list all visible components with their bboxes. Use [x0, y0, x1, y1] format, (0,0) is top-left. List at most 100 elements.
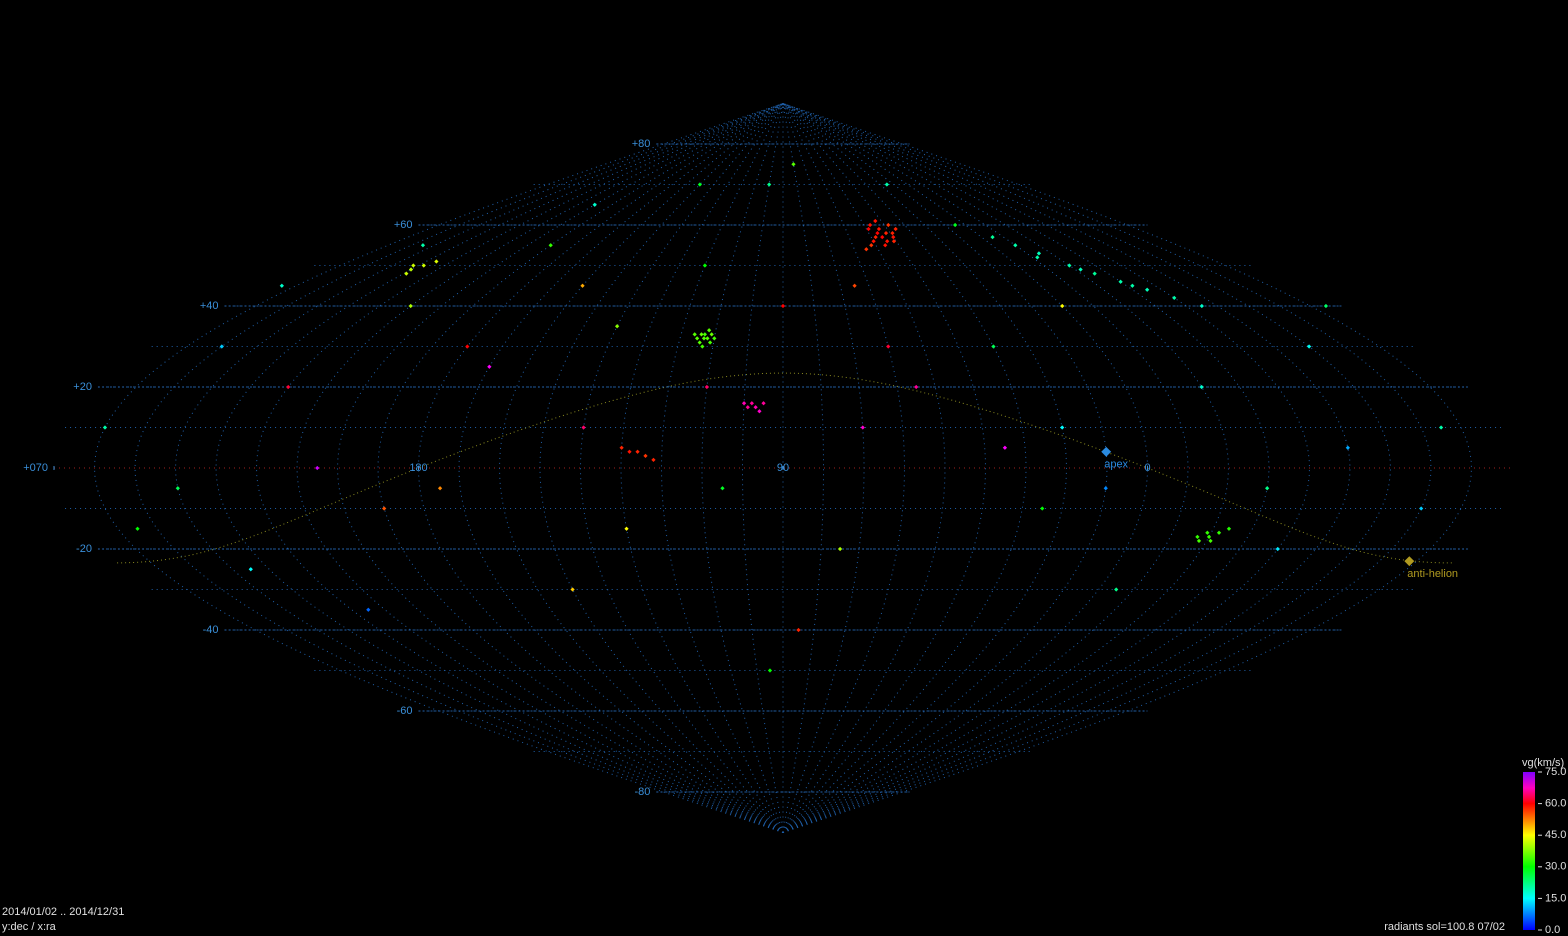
meridian	[620, 103, 784, 833]
radiant	[420, 243, 426, 248]
radiant	[837, 546, 843, 552]
radiant	[548, 243, 553, 248]
radiant	[592, 202, 597, 207]
radiant	[1092, 271, 1097, 276]
meridian	[782, 103, 1068, 833]
dec-tick-label: -80	[635, 786, 651, 798]
radiant	[699, 332, 704, 337]
radiant	[1419, 506, 1424, 511]
radiant	[1040, 506, 1045, 511]
radiant	[404, 271, 409, 276]
colorbar-title: vg(km/s)	[1522, 757, 1564, 769]
radiant	[883, 243, 888, 248]
radiant	[366, 607, 371, 612]
date-range: 2014/01/02 .. 2014/12/31	[2, 906, 124, 918]
radiant	[692, 332, 697, 337]
radiant	[1265, 486, 1270, 491]
meridian	[701, 103, 784, 833]
radiant	[873, 218, 878, 224]
radiant	[286, 384, 291, 390]
radiant	[866, 226, 871, 232]
meridian	[782, 103, 1270, 833]
radiant	[886, 222, 891, 228]
radiant	[487, 364, 492, 369]
radiant	[615, 324, 620, 329]
radiant	[1205, 530, 1210, 535]
dec-tick-label: +80	[632, 138, 651, 150]
radiant	[219, 344, 224, 349]
radiant	[651, 457, 656, 463]
radiant	[914, 384, 919, 390]
colorbar-tick-label: 45.0	[1545, 829, 1566, 841]
radiant	[1172, 295, 1177, 301]
radiant	[884, 182, 890, 187]
radiant	[643, 453, 648, 458]
radiant	[1060, 425, 1065, 430]
radiant	[1145, 287, 1150, 292]
radiant	[570, 587, 575, 592]
radiant	[745, 405, 750, 410]
radiant	[761, 401, 766, 406]
radiant	[741, 401, 747, 406]
radiant	[1002, 445, 1008, 450]
radiant	[720, 486, 725, 491]
radiant	[702, 263, 708, 268]
radiant	[891, 235, 896, 240]
radiant	[580, 283, 585, 288]
meridian	[660, 103, 784, 833]
radiant	[1199, 303, 1204, 309]
radiant	[852, 283, 857, 288]
radiant	[890, 230, 895, 236]
colorbar-tick-label: 75.0	[1545, 766, 1566, 778]
radiant	[279, 283, 284, 288]
radiant	[1130, 283, 1135, 288]
radiant	[1013, 243, 1018, 248]
radiant	[1060, 303, 1065, 309]
radiant	[619, 445, 624, 450]
radiant	[883, 230, 889, 236]
radiant	[411, 263, 416, 268]
colorbar-tick-label: 15.0	[1545, 892, 1566, 904]
meridian	[782, 103, 946, 833]
radiant	[767, 182, 772, 187]
radiant	[767, 668, 773, 673]
radiant	[876, 226, 882, 232]
radiant	[749, 401, 754, 406]
radiant	[990, 235, 995, 240]
dec-tick-label: +20	[73, 381, 92, 393]
radiant	[893, 226, 898, 232]
radiant	[891, 239, 897, 244]
radiant	[1114, 587, 1119, 592]
radiant	[635, 449, 640, 454]
radiant	[705, 336, 710, 341]
radiant	[581, 425, 586, 430]
radiant	[991, 344, 996, 349]
radiant	[1323, 303, 1329, 309]
radiant	[175, 486, 180, 491]
annotation-marker	[1404, 556, 1415, 567]
colorbar-tick-label: 0.0	[1545, 924, 1560, 936]
radiant	[1199, 384, 1204, 390]
radiant	[1067, 263, 1072, 268]
ra-tick-label: +070	[23, 462, 48, 474]
radiant	[1196, 538, 1202, 544]
radiant	[1035, 255, 1040, 260]
meridian	[782, 103, 1311, 833]
radiant	[780, 303, 786, 309]
ra-tick-label: 0	[1144, 462, 1150, 474]
ecliptic	[114, 372, 1452, 564]
radiant	[1275, 546, 1280, 552]
radiant	[408, 303, 413, 309]
radiant	[1206, 534, 1212, 539]
dec-tick-label: +60	[394, 219, 413, 231]
radiant	[753, 405, 758, 410]
ra-tick-label: 90	[777, 462, 789, 474]
dec-tick-label: -20	[76, 543, 92, 555]
axes-note: y:dec / x:ra	[2, 921, 57, 933]
meridian	[458, 103, 784, 833]
radiant	[875, 230, 880, 236]
radiant	[864, 247, 869, 252]
radiant	[880, 235, 885, 240]
meridian	[417, 103, 784, 833]
radiant	[704, 384, 710, 390]
